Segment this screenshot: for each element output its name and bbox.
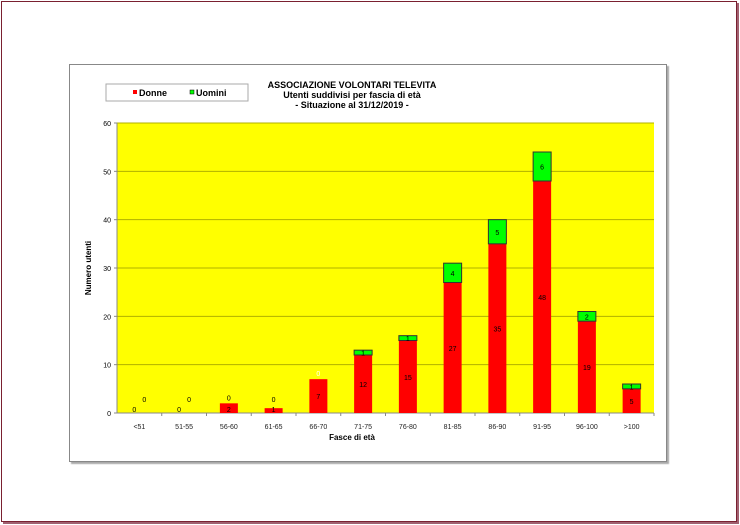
data-label-donne: 0 (132, 407, 136, 414)
legend-swatch-uomini (189, 89, 195, 95)
bar-uomini (577, 311, 597, 322)
bar-uomini (487, 219, 507, 245)
bar-donne (398, 340, 417, 413)
data-label-uomini: 6 (540, 165, 544, 172)
bar-donne (309, 379, 328, 413)
legend-label-donne: Donne (139, 88, 167, 98)
data-label-donne: 12 (359, 382, 367, 389)
data-label-uomini: 1 (406, 336, 410, 343)
x-tick-label: 56-60 (220, 424, 238, 431)
x-tick-label: 96-100 (576, 424, 598, 431)
data-label-uomini: 0 (272, 397, 276, 404)
y-tick-label: 10 (103, 363, 111, 370)
y-tick-label: 40 (103, 218, 111, 225)
x-axis-label: Fasce di età (329, 433, 375, 442)
x-tick-label: 61-65 (265, 424, 283, 431)
bar-donne (577, 321, 596, 413)
bar-donne (264, 408, 283, 413)
data-label-uomini: 4 (451, 271, 455, 278)
x-tick-label: 66-70 (309, 424, 327, 431)
bar-donne (219, 403, 238, 413)
data-label-donne: 0 (177, 407, 181, 414)
bar-donne (443, 282, 462, 413)
data-label-donne: 48 (538, 295, 546, 302)
data-label-uomini: 1 (361, 351, 365, 358)
y-tick-label: 0 (107, 411, 111, 418)
data-label-uomini: 0 (142, 397, 146, 404)
bar-donne (354, 355, 373, 413)
data-label-donne: 19 (583, 365, 591, 372)
chart-subtitle-date: - Situazione al 31/12/2019 - (295, 100, 409, 110)
legend-label-uomini: Uomini (196, 88, 227, 98)
data-label-donne: 27 (449, 346, 457, 353)
legend: Donne Uomini (105, 83, 249, 102)
bar-uomini (398, 335, 418, 341)
data-label-donne: 35 (493, 326, 501, 333)
legend-box (105, 83, 249, 102)
chart-title: ASSOCIAZIONE VOLONTARI TELEVITA (268, 80, 437, 90)
data-label-uomini: 0 (187, 397, 191, 404)
x-tick-label: 71-75 (354, 424, 372, 431)
bar-uomini (353, 349, 373, 356)
legend-swatch-donne (133, 90, 137, 94)
data-label-donne: 5 (630, 399, 634, 406)
x-tick-label: >100 (624, 424, 640, 431)
bar-uomini (532, 151, 552, 182)
bar-donne (488, 243, 507, 413)
x-tick-label: 86-90 (488, 424, 506, 431)
x-tick-label: 76-80 (399, 424, 417, 431)
data-label-uomini: 0 (316, 371, 320, 378)
data-label-uomini: 1 (630, 384, 634, 391)
data-label-donne: 15 (404, 375, 412, 382)
data-label-uomini: 5 (495, 230, 499, 237)
x-tick-label: 81-85 (444, 424, 462, 431)
bar-donne (622, 388, 641, 413)
data-label-donne: 1 (272, 407, 276, 414)
y-tick-label: 60 (103, 121, 111, 128)
x-tick-label: 51-55 (175, 424, 193, 431)
y-tick-label: 30 (103, 266, 111, 273)
y-tick-label: 50 (103, 169, 111, 176)
bar-donne (533, 181, 552, 413)
data-label-donne: 7 (316, 394, 320, 401)
x-tick-label: 91-95 (533, 424, 551, 431)
x-tick-label: <51 (133, 424, 145, 431)
data-label-uomini: 2 (585, 314, 589, 321)
bar-uomini (622, 383, 642, 390)
data-label-uomini: 0 (227, 395, 231, 402)
bar-uomini (443, 262, 463, 283)
y-tick-label: 20 (103, 314, 111, 321)
y-axis-label: Numero utenti (84, 241, 93, 295)
data-label-donne: 2 (227, 407, 231, 414)
chart-subtitle: Utenti suddivisi per fascia di età (283, 90, 422, 100)
